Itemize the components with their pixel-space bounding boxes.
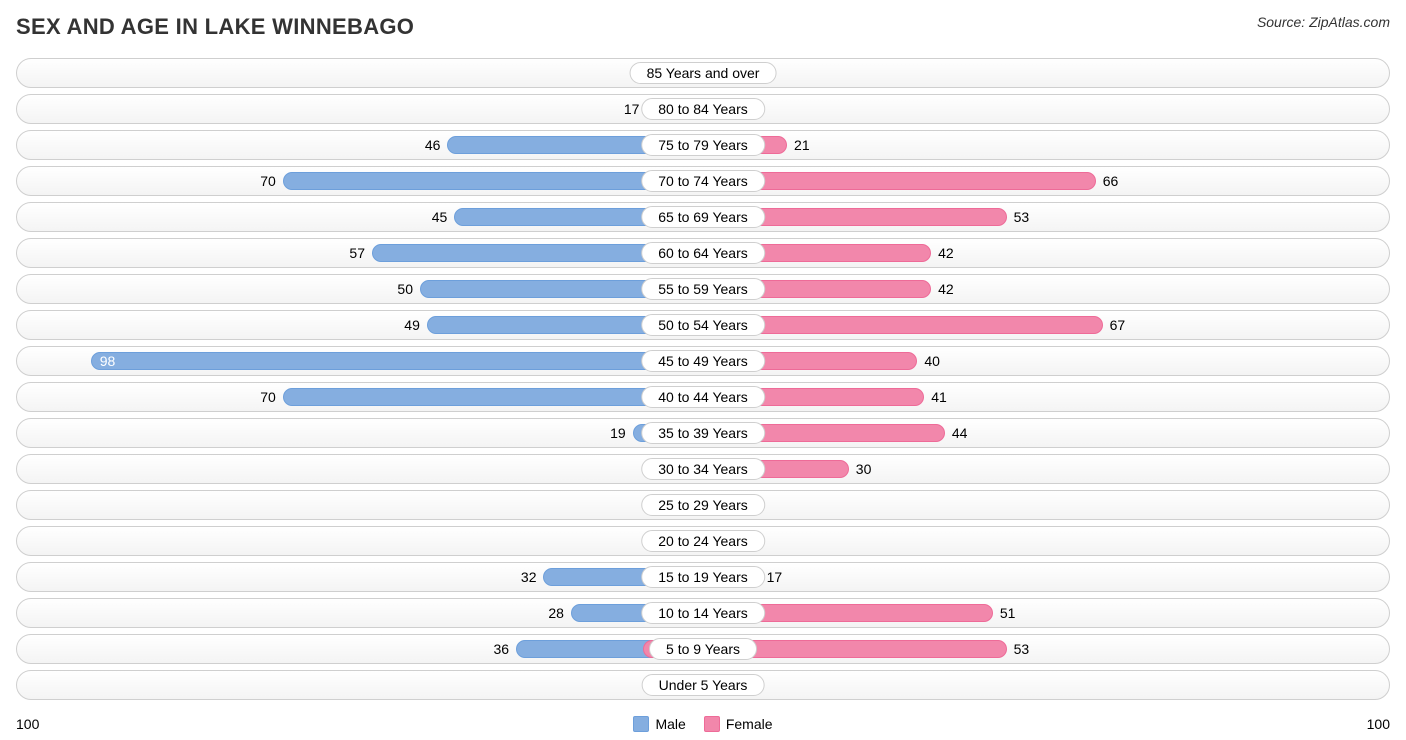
legend-swatch-male: [633, 716, 649, 732]
age-category-label: 35 to 39 Years: [641, 422, 765, 444]
age-category-label: 5 to 9 Years: [649, 638, 757, 660]
legend-item-male: Male: [633, 716, 685, 732]
female-value: 51: [1000, 605, 1016, 621]
population-pyramid: 4685 Years and over 171080 to 84 Years 46 2…: [16, 58, 1390, 708]
female-value: 44: [952, 425, 968, 441]
header: SEX AND AGE IN LAKE WINNEBAGO Source: Zi…: [16, 14, 1390, 40]
age-category-label: Under 5 Years: [642, 674, 765, 696]
legend-label-male: Male: [655, 716, 685, 732]
footer: 100 Male Female 100: [16, 716, 1390, 732]
female-value: 53: [1014, 209, 1030, 225]
female-value: 66: [1103, 173, 1119, 189]
age-row: 19 44 35 to 39 Years: [16, 418, 1390, 448]
age-row: 98 40 45 to 49 Years: [16, 346, 1390, 376]
age-category-label: 30 to 34 Years: [641, 458, 765, 480]
chart-container: SEX AND AGE IN LAKE WINNEBAGO Source: Zi…: [0, 0, 1406, 740]
age-row: 49 67 50 to 54 Years: [16, 310, 1390, 340]
female-value: 53: [1014, 641, 1030, 657]
chart-title: SEX AND AGE IN LAKE WINNEBAGO: [16, 14, 414, 40]
age-row: 45 53 65 to 69 Years: [16, 202, 1390, 232]
male-value: 70: [260, 173, 276, 189]
age-category-label: 20 to 24 Years: [641, 530, 765, 552]
age-row: 117Under 5 Years: [16, 670, 1390, 700]
age-category-label: 15 to 19 Years: [641, 566, 765, 588]
male-value: 50: [397, 281, 413, 297]
axis-left-max: 100: [16, 716, 39, 732]
age-row: 70 66 70 to 74 Years: [16, 166, 1390, 196]
age-row: 4685 Years and over: [16, 58, 1390, 88]
female-value: 21: [794, 137, 810, 153]
age-category-label: 75 to 79 Years: [641, 134, 765, 156]
age-row: 46 21 75 to 79 Years: [16, 130, 1390, 160]
age-category-label: 80 to 84 Years: [641, 98, 765, 120]
age-row: 133030 to 34 Years: [16, 454, 1390, 484]
male-value: 57: [349, 245, 365, 261]
male-value: 32: [521, 569, 537, 585]
age-category-label: 85 Years and over: [630, 62, 777, 84]
male-value: 17: [624, 101, 640, 117]
source-attribution: Source: ZipAtlas.com: [1257, 14, 1390, 30]
female-value: 67: [1110, 317, 1126, 333]
age-row: 50 42 55 to 59 Years: [16, 274, 1390, 304]
legend: Male Female: [633, 716, 772, 732]
age-category-label: 50 to 54 Years: [641, 314, 765, 336]
male-value: 46: [425, 137, 441, 153]
age-category-label: 10 to 14 Years: [641, 602, 765, 624]
age-row: 8225 to 29 Years: [16, 490, 1390, 520]
female-value: 17: [767, 569, 783, 585]
male-value: 98: [100, 353, 116, 369]
age-category-label: 25 to 29 Years: [641, 494, 765, 516]
male-value: 49: [404, 317, 420, 333]
age-category-label: 45 to 49 Years: [641, 350, 765, 372]
legend-label-female: Female: [726, 716, 773, 732]
male-value: 70: [260, 389, 276, 405]
age-row: 57 42 60 to 64 Years: [16, 238, 1390, 268]
age-row: 28 51 10 to 14 Years: [16, 598, 1390, 628]
age-category-label: 40 to 44 Years: [641, 386, 765, 408]
age-category-label: 65 to 69 Years: [641, 206, 765, 228]
female-value: 40: [924, 353, 940, 369]
male-value: 19: [610, 425, 626, 441]
male-value: 28: [548, 605, 564, 621]
age-row: 36 53 5 to 9 Years: [16, 634, 1390, 664]
male-value: 45: [432, 209, 448, 225]
female-value: 30: [856, 461, 872, 477]
age-row: 9920 to 24 Years: [16, 526, 1390, 556]
axis-right-max: 100: [1367, 716, 1390, 732]
legend-swatch-female: [704, 716, 720, 732]
male-value: 36: [493, 641, 509, 657]
age-row: 32 1715 to 19 Years: [16, 562, 1390, 592]
female-value: 42: [938, 245, 954, 261]
age-row: 171080 to 84 Years: [16, 94, 1390, 124]
female-value: 42: [938, 281, 954, 297]
legend-item-female: Female: [704, 716, 773, 732]
age-row: 70 41 40 to 44 Years: [16, 382, 1390, 412]
age-category-label: 70 to 74 Years: [641, 170, 765, 192]
age-category-label: 60 to 64 Years: [641, 242, 765, 264]
female-value: 41: [931, 389, 947, 405]
age-category-label: 55 to 59 Years: [641, 278, 765, 300]
